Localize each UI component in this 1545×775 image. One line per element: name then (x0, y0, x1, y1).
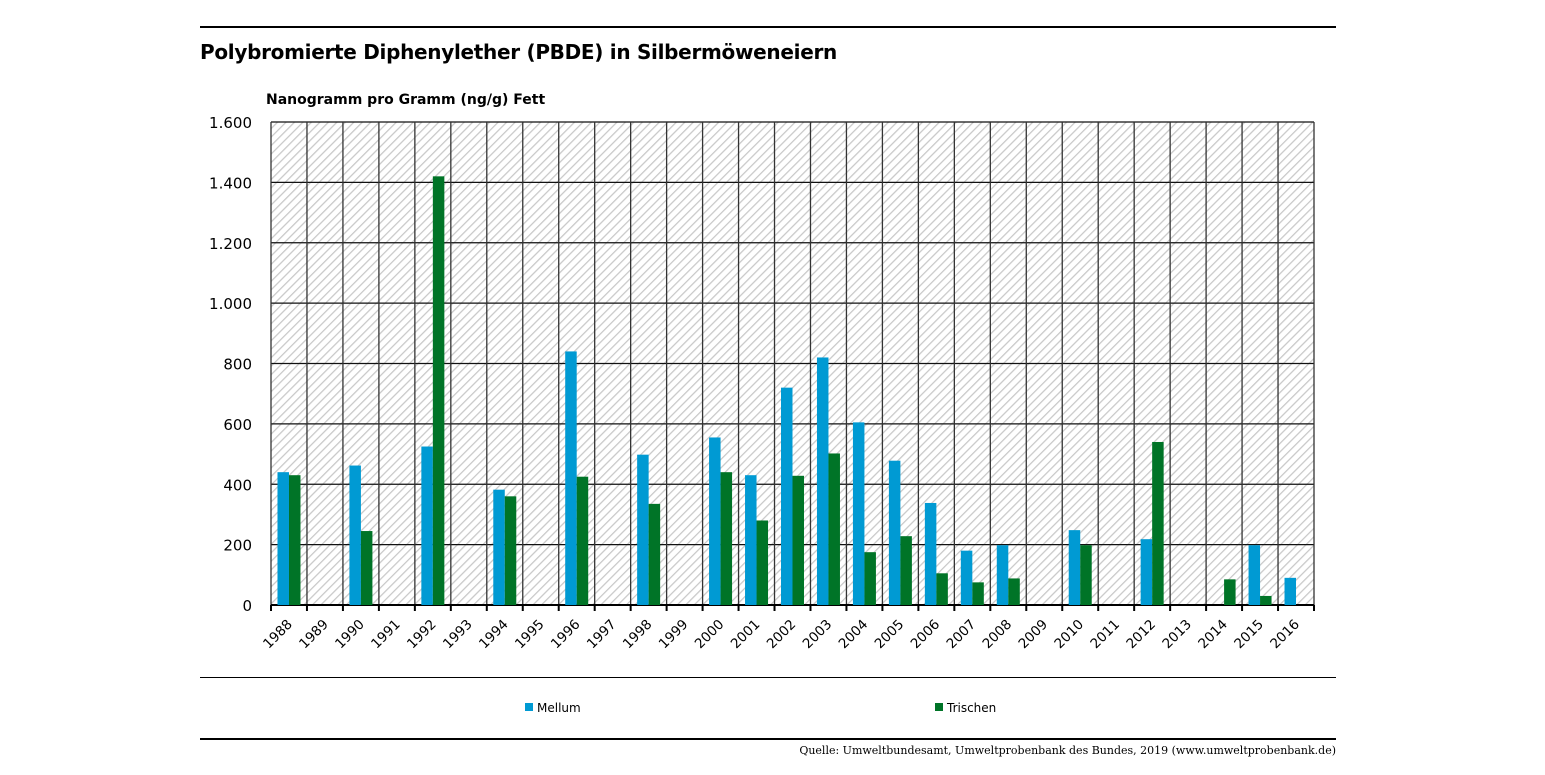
bar-mellum (1140, 539, 1153, 605)
bar-trischen (792, 475, 804, 605)
x-tick-label: 2012 (1123, 617, 1159, 653)
bar-mellum (349, 465, 361, 605)
x-tick-label: 2009 (1015, 617, 1051, 653)
x-tick-label: 1991 (368, 617, 404, 653)
x-tick-label: 2000 (692, 617, 728, 653)
bar-mellum (277, 472, 289, 605)
legend-swatch-mellum (525, 703, 533, 711)
x-tick-label: 1997 (584, 617, 620, 653)
x-tick-label: 2005 (872, 617, 908, 653)
y-tick-label: 1.600 (209, 114, 252, 132)
x-tick-label: 2004 (836, 617, 872, 653)
bar-mellum (1248, 545, 1261, 605)
bar-mellum (960, 550, 973, 605)
y-tick-label: 1.200 (209, 235, 252, 253)
y-tick-label: 600 (223, 416, 252, 434)
bar-trischen (1008, 578, 1020, 605)
bar-mellum (924, 502, 937, 605)
bar-trischen (864, 552, 876, 605)
bar-trischen (1260, 595, 1272, 605)
y-tick-label: 400 (223, 476, 252, 494)
x-tick-label: 1993 (440, 617, 476, 653)
legend-label-mellum: Mellum (537, 701, 581, 715)
bar-trischen (288, 475, 301, 605)
x-tick-label: 2001 (728, 617, 764, 653)
bar-trischen (720, 472, 733, 605)
bar-mellum (852, 422, 865, 605)
x-tick-label: 1990 (332, 617, 368, 653)
x-tick-label: 2008 (980, 617, 1016, 653)
bar-trischen (360, 531, 373, 605)
x-tick-label: 2014 (1195, 617, 1231, 653)
x-tick-label: 1988 (260, 617, 296, 653)
bar-trischen (1152, 441, 1164, 605)
bar-trischen (1224, 579, 1236, 605)
x-tick-label: 2011 (1087, 617, 1123, 653)
bar-mellum (888, 460, 901, 605)
source-note: Quelle: Umweltbundesamt, Umweltprobenban… (799, 744, 1336, 757)
legend-label-trischen: Trischen (946, 701, 996, 715)
x-tick-label: 1989 (296, 617, 332, 653)
bar-trischen (648, 503, 661, 605)
x-tick-label: 2016 (1267, 617, 1303, 653)
chart-title: Polybromierte Diphenylether (PBDE) in Si… (200, 40, 837, 64)
bar-trischen (576, 476, 589, 605)
legend-swatch-trischen (935, 703, 943, 711)
bar-trischen (756, 520, 769, 605)
bottom-rule (200, 738, 1336, 740)
bar-trischen (936, 573, 948, 605)
bar-trischen (972, 582, 984, 605)
x-tick-label: 1995 (512, 617, 548, 653)
x-tick-label: 1992 (404, 617, 440, 653)
x-tick-label: 2013 (1159, 617, 1195, 653)
bar-trischen (504, 496, 517, 605)
y-tick-label: 0 (242, 597, 252, 615)
x-tick-label: 2003 (800, 617, 836, 653)
bar-mellum (709, 437, 721, 605)
bar-mellum (996, 545, 1009, 605)
x-tick-label: 1994 (476, 617, 512, 653)
y-tick-label: 200 (223, 537, 252, 555)
y-tick-label: 1.000 (209, 295, 252, 313)
bar-mellum (1284, 577, 1297, 605)
bar-mellum (421, 446, 433, 605)
x-tick-label: 1996 (548, 617, 584, 653)
x-tick-label: 2006 (908, 617, 944, 653)
bar-trischen (828, 453, 840, 605)
y-tick-label: 800 (223, 356, 252, 374)
bar-trischen (900, 536, 912, 605)
bar-trischen (1080, 545, 1092, 605)
x-tick-label: 1998 (620, 617, 656, 653)
bar-mellum (745, 475, 757, 605)
y-axis-label: Nanogramm pro Gramm (ng/g) Fett (266, 92, 545, 108)
x-tick-label: 2015 (1231, 617, 1267, 653)
bar-mellum (493, 489, 505, 605)
top-rule (200, 26, 1336, 28)
bar-trischen (432, 176, 445, 605)
bar-mellum (565, 351, 577, 605)
bar-mellum (637, 454, 649, 605)
x-tick-label: 2010 (1051, 617, 1087, 653)
bar-mellum (781, 387, 793, 605)
x-tick-label: 1999 (656, 617, 692, 653)
legend-top-rule (200, 677, 1336, 678)
x-tick-label: 2002 (764, 617, 800, 653)
bar-mellum (1068, 530, 1081, 605)
y-tick-label: 1.400 (209, 174, 252, 192)
x-tick-label: 2007 (944, 617, 980, 653)
bar-mellum (816, 357, 829, 605)
